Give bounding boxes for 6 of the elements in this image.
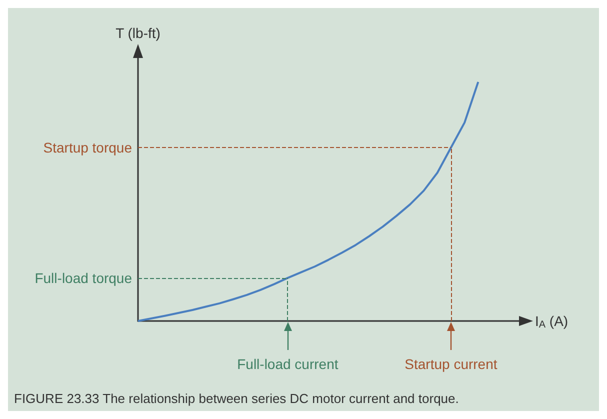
y-axis-title: T (lb-ft)	[116, 25, 160, 41]
ref-line-label: Startup torque	[43, 140, 132, 156]
ref-line-label: Full-load torque	[34, 270, 132, 286]
x-tick-label: Full-load current	[237, 356, 338, 372]
x-tick-label: Startup current	[404, 356, 498, 372]
caption: FIGURE 23.33 The relationship between series DC motor current and torque.	[14, 391, 459, 406]
